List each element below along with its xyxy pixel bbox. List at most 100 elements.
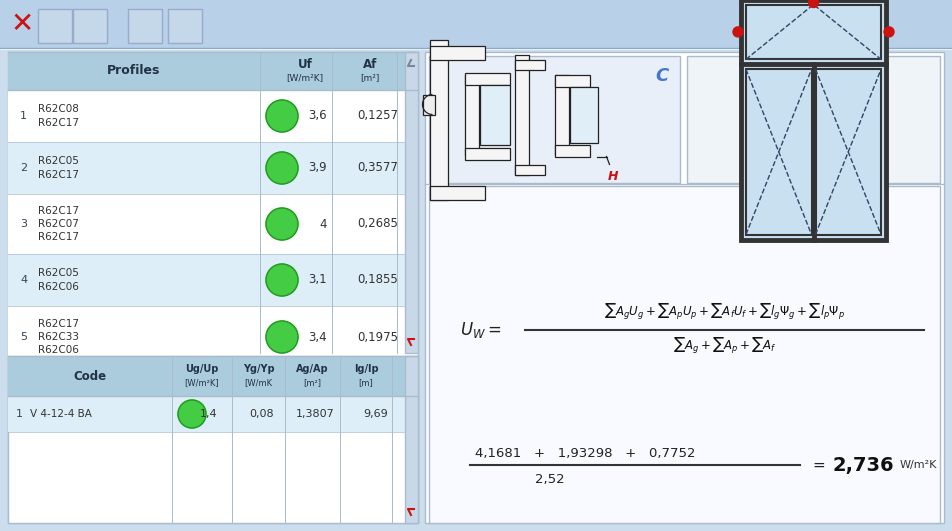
- Bar: [746, 70, 811, 235]
- Circle shape: [266, 208, 298, 240]
- Text: V 4-12-4 BA: V 4-12-4 BA: [30, 409, 92, 419]
- Circle shape: [178, 400, 206, 428]
- Bar: [8, 194, 405, 254]
- Bar: [480, 84, 509, 144]
- Text: 2,52: 2,52: [535, 473, 565, 485]
- Text: =: =: [812, 458, 824, 473]
- Text: 2,736: 2,736: [832, 456, 894, 475]
- Text: C: C: [655, 67, 668, 85]
- Text: 1: 1: [16, 409, 23, 419]
- Bar: [405, 52, 418, 353]
- Text: R62C17: R62C17: [38, 170, 79, 180]
- Text: 1,3807: 1,3807: [296, 409, 334, 419]
- FancyBboxPatch shape: [73, 9, 107, 43]
- Circle shape: [266, 152, 298, 184]
- Bar: [554, 74, 589, 87]
- Text: R62C06: R62C06: [38, 345, 79, 355]
- Text: Af: Af: [363, 57, 377, 71]
- Text: 4: 4: [20, 275, 27, 285]
- Text: Code: Code: [73, 370, 107, 382]
- Text: R62C17: R62C17: [38, 206, 79, 216]
- Bar: [741, 0, 886, 239]
- Circle shape: [808, 0, 819, 7]
- Text: 0,1975: 0,1975: [357, 330, 398, 344]
- Bar: [816, 70, 881, 235]
- Text: 3: 3: [20, 219, 27, 229]
- Text: [W/mK: [W/mK: [245, 379, 272, 388]
- Bar: [554, 74, 568, 155]
- Bar: [569, 87, 598, 142]
- Text: ✕: ✕: [10, 10, 33, 38]
- Bar: [8, 356, 418, 396]
- Circle shape: [733, 27, 743, 37]
- Text: 0,3577: 0,3577: [357, 161, 398, 175]
- Bar: [429, 185, 485, 200]
- Bar: [465, 148, 509, 159]
- Text: H: H: [607, 170, 618, 183]
- Text: 1,4: 1,4: [199, 409, 217, 419]
- Text: 0,2685: 0,2685: [357, 218, 398, 230]
- Bar: [746, 4, 881, 59]
- Bar: [514, 59, 545, 70]
- Bar: [514, 55, 528, 175]
- FancyBboxPatch shape: [168, 9, 202, 43]
- Text: R62C17: R62C17: [38, 232, 79, 242]
- Text: 0,1855: 0,1855: [357, 273, 398, 287]
- FancyBboxPatch shape: [128, 9, 162, 43]
- Text: 2: 2: [20, 163, 27, 173]
- Text: Uf: Uf: [298, 57, 312, 71]
- Text: 1: 1: [20, 111, 27, 121]
- Text: [m]: [m]: [359, 379, 373, 388]
- Text: 3,6: 3,6: [308, 109, 327, 123]
- Bar: [554, 144, 589, 157]
- Text: 5: 5: [20, 332, 27, 342]
- Text: R62C07: R62C07: [38, 219, 79, 229]
- Bar: [405, 356, 418, 523]
- Bar: [429, 46, 485, 59]
- Text: 4,1681   +   1,93298   +   0,7752: 4,1681 + 1,93298 + 0,7752: [475, 447, 696, 459]
- Text: $U_W =$: $U_W =$: [460, 320, 502, 339]
- Text: 0,08: 0,08: [248, 409, 273, 419]
- Circle shape: [884, 27, 894, 37]
- Bar: [465, 74, 479, 155]
- Bar: [429, 56, 680, 183]
- Circle shape: [266, 264, 298, 296]
- Bar: [465, 73, 509, 84]
- Bar: [8, 142, 405, 194]
- Bar: [687, 56, 940, 183]
- Text: Yg/Yp: Yg/Yp: [243, 364, 274, 374]
- Text: $\sum A_g + \sum A_p + \sum A_f$: $\sum A_g + \sum A_p + \sum A_f$: [673, 337, 776, 356]
- Text: $\sum A_g U_g + \sum A_p U_p + \sum A_f U_f + \sum l_g \Psi_g + \sum l_p \Psi_p$: $\sum A_g U_g + \sum A_p U_p + \sum A_f …: [604, 302, 845, 321]
- Bar: [8, 306, 405, 368]
- Text: R62C33: R62C33: [38, 332, 79, 342]
- Text: 4: 4: [320, 218, 327, 230]
- Text: R62C05: R62C05: [38, 268, 79, 278]
- Bar: [425, 52, 944, 523]
- Bar: [8, 396, 405, 432]
- Bar: [8, 52, 418, 353]
- Bar: [8, 52, 418, 90]
- Bar: [429, 186, 940, 523]
- Text: Ag/Ap: Ag/Ap: [296, 364, 328, 374]
- Text: R62C05: R62C05: [38, 156, 79, 166]
- Text: 3,9: 3,9: [308, 161, 327, 175]
- Bar: [8, 90, 405, 142]
- Bar: [8, 52, 418, 523]
- FancyBboxPatch shape: [38, 9, 72, 43]
- Text: R62C06: R62C06: [38, 282, 79, 292]
- Text: R62C08: R62C08: [38, 104, 79, 114]
- Text: Ug/Up: Ug/Up: [186, 364, 219, 374]
- Text: Profiles: Profiles: [108, 64, 161, 78]
- Text: [W/m²K]: [W/m²K]: [287, 73, 324, 82]
- Circle shape: [266, 100, 298, 132]
- Bar: [8, 356, 418, 523]
- Bar: [0, 0, 952, 48]
- Text: 3,4: 3,4: [308, 330, 327, 344]
- Text: 0,1257: 0,1257: [357, 109, 398, 123]
- Text: R62C17: R62C17: [38, 118, 79, 128]
- Text: R62C17: R62C17: [38, 319, 79, 329]
- Text: W/m²K: W/m²K: [900, 460, 938, 470]
- Bar: [514, 165, 545, 175]
- Text: [m²]: [m²]: [360, 73, 380, 82]
- Bar: [423, 95, 434, 115]
